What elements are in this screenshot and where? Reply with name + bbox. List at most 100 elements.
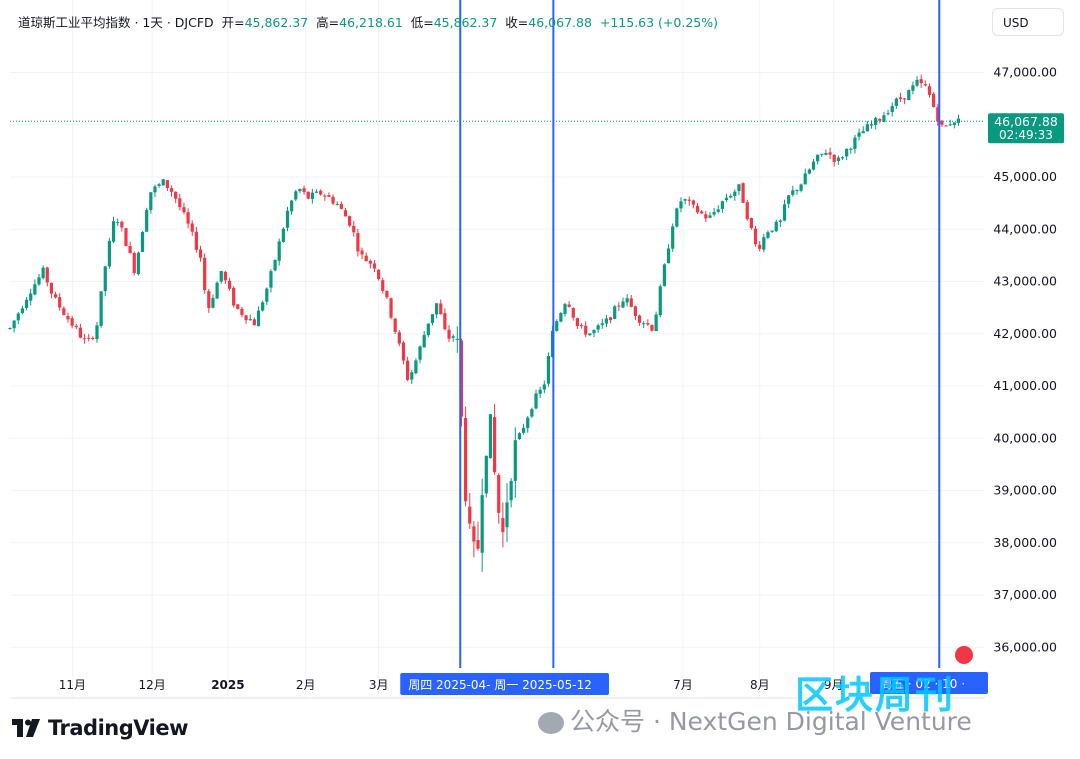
candle-body <box>662 264 667 286</box>
candle-body <box>211 297 215 308</box>
candle-body <box>232 287 236 306</box>
candle-body <box>770 230 774 232</box>
candle-body <box>919 79 923 84</box>
candle-body <box>633 306 638 317</box>
candle-body <box>145 209 149 232</box>
candle-body <box>559 313 563 322</box>
candle-body <box>940 120 944 125</box>
candle-body <box>339 203 343 209</box>
candle-body <box>530 409 534 417</box>
candle-body <box>314 191 319 193</box>
candle-body <box>526 417 530 429</box>
candle-body <box>401 342 406 361</box>
candle-body <box>111 221 116 242</box>
candle-body <box>464 417 468 502</box>
currency-button[interactable]: USD <box>992 8 1064 36</box>
candle-body <box>198 249 203 258</box>
candle-body <box>948 124 952 126</box>
candle-body <box>78 327 83 338</box>
candle-body <box>476 540 480 549</box>
candle-body <box>613 306 617 319</box>
candle-body <box>952 122 956 125</box>
y-tick-label: 39,000.00 <box>993 483 1057 498</box>
candle-body <box>252 319 256 326</box>
candle-body <box>356 233 360 252</box>
close-label: 收= <box>505 15 529 30</box>
candle-body <box>136 252 140 275</box>
candle-body <box>33 284 37 295</box>
candle-body <box>563 304 567 314</box>
countdown-value: 02:49:33 <box>999 128 1053 142</box>
candle-body <box>778 220 782 222</box>
candle-body <box>124 228 128 247</box>
candle-body <box>397 332 401 344</box>
candle-body <box>29 293 33 301</box>
candle-body <box>642 323 646 325</box>
candle-body <box>716 209 720 212</box>
candle-body <box>174 191 178 199</box>
candle-body <box>546 355 551 384</box>
us-flag-icon[interactable] <box>953 644 975 666</box>
candle-body <box>687 199 691 201</box>
candle-body <box>381 280 385 291</box>
candle-body <box>360 250 364 255</box>
y-tick-label: 37,000.00 <box>993 587 1057 602</box>
candle-body <box>799 184 803 191</box>
candle-body <box>845 148 849 157</box>
candle-body <box>165 180 169 188</box>
candle-body <box>836 157 840 162</box>
candle-body <box>534 393 538 409</box>
candle-body <box>766 232 770 238</box>
candle-body <box>294 191 298 200</box>
candle-body <box>646 323 650 325</box>
candle-body <box>265 288 269 302</box>
candle-body <box>749 218 753 229</box>
last-price-value: 46,067.88 <box>994 114 1058 129</box>
candle-body <box>741 183 745 203</box>
candle-body <box>621 301 625 308</box>
tradingview-icon <box>12 719 40 737</box>
date-range-label: 周四 2025-04- 周一 2025-05-12 <box>408 678 592 692</box>
candle-body <box>95 325 99 340</box>
candle-body <box>575 318 580 327</box>
candle-body <box>169 188 174 192</box>
candle-body <box>186 212 190 224</box>
candle-body <box>787 195 791 204</box>
candle-body <box>903 98 907 100</box>
candle-body <box>430 314 435 323</box>
candle-body <box>240 308 244 315</box>
candle-body <box>492 417 497 473</box>
open-label: 开= <box>221 15 245 30</box>
candle-body <box>82 338 87 340</box>
candle-body <box>571 307 575 318</box>
candle-body <box>352 225 356 233</box>
candle-body <box>782 204 787 221</box>
candle-body <box>319 190 323 195</box>
candle-body <box>348 216 352 226</box>
tradingview-logo[interactable]: TradingView <box>12 716 188 740</box>
candle-body <box>335 204 339 206</box>
x-tick-label: 8月 <box>750 678 770 692</box>
candle-body <box>849 148 853 150</box>
candle-body <box>824 152 828 155</box>
candle-body <box>890 106 894 113</box>
candle-body <box>447 329 451 339</box>
candle-body <box>538 389 542 394</box>
candle-body <box>182 207 186 213</box>
candle-body <box>140 231 145 252</box>
candle-body <box>426 323 430 336</box>
candle-body <box>389 298 393 318</box>
candle-body <box>927 86 932 95</box>
candle-body <box>484 455 488 494</box>
candle-body <box>911 85 915 91</box>
candle-body <box>695 205 700 213</box>
candle-body <box>331 196 335 204</box>
x-tick-label: 3月 <box>369 678 389 692</box>
symbol-title[interactable]: 道琼斯工业平均指数 · 1天 · DJCFD <box>18 15 214 30</box>
candle-body <box>807 169 811 174</box>
candle-body <box>385 290 389 298</box>
candle-body <box>517 433 522 440</box>
candle-body <box>729 195 733 198</box>
candle-body <box>956 118 961 124</box>
